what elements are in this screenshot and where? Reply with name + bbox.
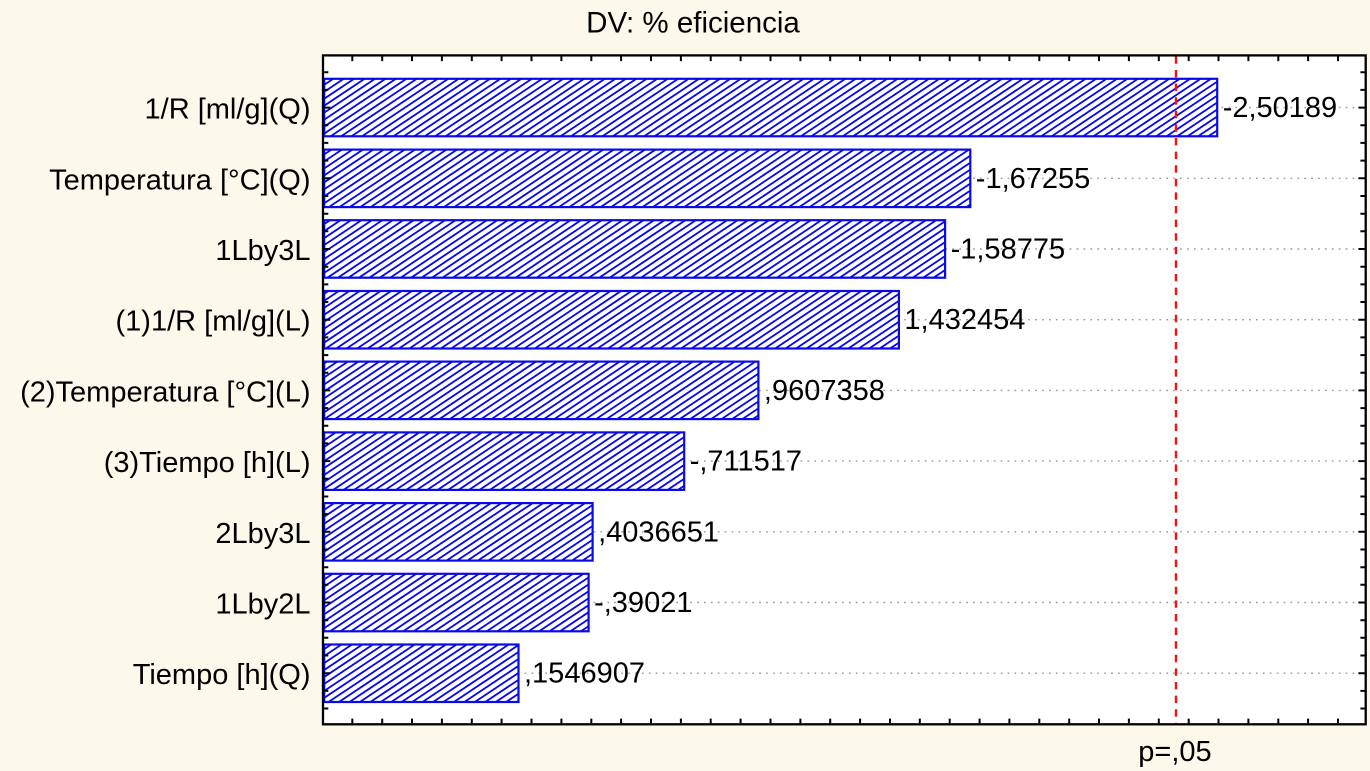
svg-text:DV: % eficiencia: DV: % eficiencia [586, 7, 800, 40]
svg-text:(3)Tiempo [h](L): (3)Tiempo [h](L) [104, 447, 311, 479]
svg-text:,1546907: ,1546907 [524, 658, 645, 690]
svg-text:2Lby3L: 2Lby3L [215, 518, 310, 550]
svg-text:1,432454: 1,432454 [904, 304, 1025, 336]
svg-text:(1)1/R [ml/g](L): (1)1/R [ml/g](L) [116, 306, 311, 338]
svg-text:1/R [ml/g](Q): 1/R [ml/g](Q) [145, 94, 311, 126]
svg-text:-1,67255: -1,67255 [976, 163, 1091, 195]
svg-text:Temperatura [°C](Q): Temperatura [°C](Q) [49, 164, 310, 196]
svg-text:1Lby2L: 1Lby2L [215, 589, 310, 621]
svg-text:-1,58775: -1,58775 [951, 234, 1066, 266]
svg-text:,4036651: ,4036651 [598, 516, 719, 548]
svg-text:Tiempo [h](Q): Tiempo [h](Q) [133, 659, 311, 691]
svg-text:,9607358: ,9607358 [764, 375, 885, 407]
svg-text:-2,50189: -2,50189 [1223, 92, 1338, 124]
svg-text:-,711517: -,711517 [690, 446, 802, 478]
svg-text:(2)Temperatura [°C](L): (2)Temperatura [°C](L) [20, 376, 310, 408]
svg-text:-,39021: -,39021 [594, 587, 692, 619]
svg-text:1Lby3L: 1Lby3L [215, 235, 310, 267]
svg-text:p=,05: p=,05 [1138, 736, 1211, 768]
